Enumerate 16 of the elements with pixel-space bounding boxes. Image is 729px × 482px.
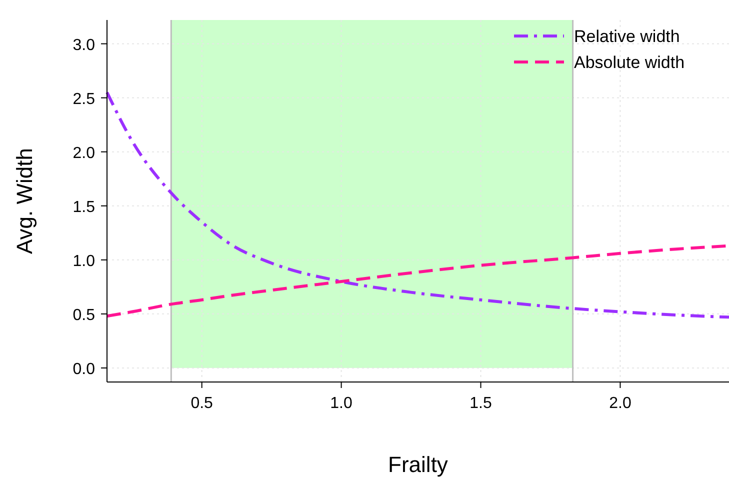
- line-series: [106, 90, 729, 319]
- y-axis-title: Avg. Width: [12, 148, 37, 254]
- y-tick-label: 1.0: [72, 252, 96, 270]
- legend-label: Absolute width: [574, 53, 685, 72]
- x-tick-label: 2.0: [609, 395, 632, 412]
- x-tick-label: 0.5: [190, 395, 214, 412]
- legend-label: Relative width: [574, 27, 680, 46]
- y-tick-label: 0.0: [72, 360, 96, 378]
- x-axis-title: Frailty: [388, 452, 448, 477]
- x-tick-label: 1.5: [470, 395, 492, 412]
- y-tick-label: 3.0: [72, 36, 96, 54]
- x-tick-label: 1.0: [330, 395, 353, 412]
- y-tick-label: 2.5: [72, 90, 96, 108]
- y-tick-label: 1.5: [72, 198, 96, 216]
- y-tick-label: 0.5: [72, 306, 96, 324]
- y-tick-label: 2.0: [72, 144, 96, 162]
